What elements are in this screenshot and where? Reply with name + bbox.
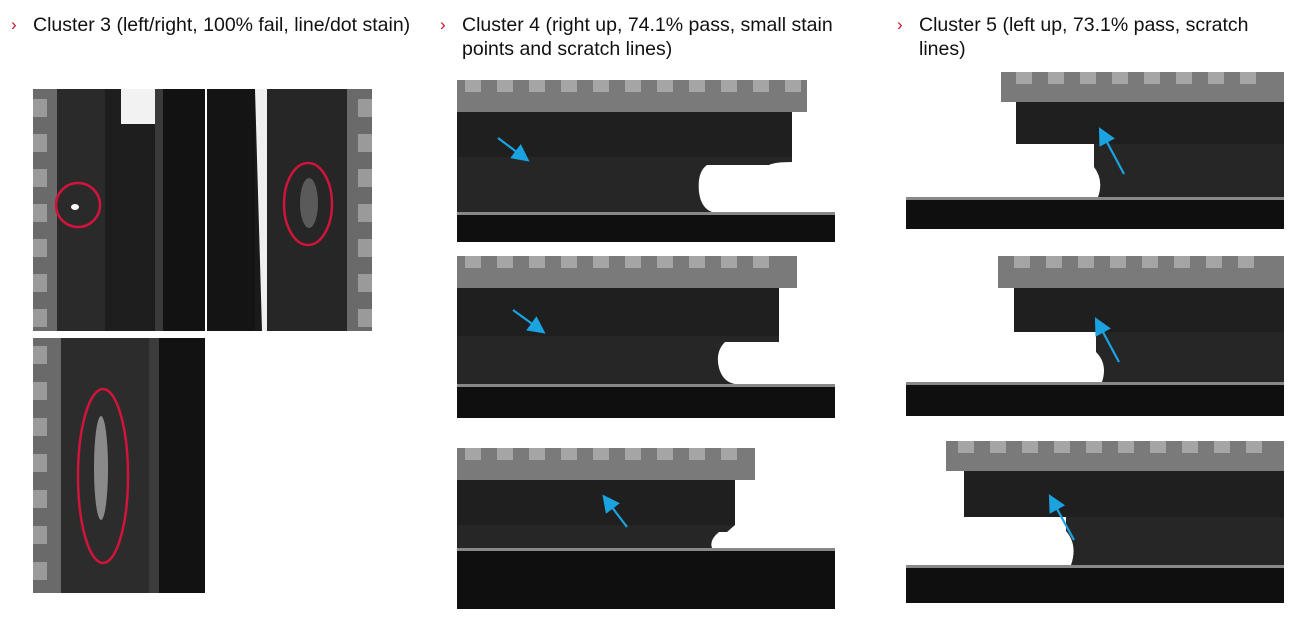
cluster-3-title: Cluster 3 (left/right, 100% fail, line/d…	[33, 14, 411, 36]
cluster-4-title: Cluster 4 (right up, 74.1% pass, small s…	[462, 14, 833, 60]
cluster-3-image-right-stain	[207, 89, 372, 331]
bullet-icon: ›	[440, 15, 446, 34]
cluster-5-image-3	[906, 441, 1284, 603]
cluster-4-heading: › Cluster 4 (right up, 74.1% pass, small…	[440, 13, 872, 61]
cluster-4-image-2	[457, 256, 835, 418]
bullet-icon: ›	[11, 15, 17, 34]
cluster-5-title: Cluster 5 (left up, 73.1% pass, scratch …	[919, 14, 1249, 60]
cluster-4-image-3	[457, 448, 835, 609]
cluster-5-heading: › Cluster 5 (left up, 73.1% pass, scratc…	[897, 13, 1289, 61]
bullet-icon: ›	[897, 15, 903, 34]
cluster-4-image-1	[457, 80, 835, 242]
cluster-3-image-dot-stain	[33, 89, 205, 331]
cluster-3-image-line-stain	[33, 338, 205, 593]
cluster-5-image-2	[906, 256, 1284, 416]
cluster-3-heading: › Cluster 3 (left/right, 100% fail, line…	[11, 13, 413, 37]
cluster-5-image-1	[906, 72, 1284, 229]
